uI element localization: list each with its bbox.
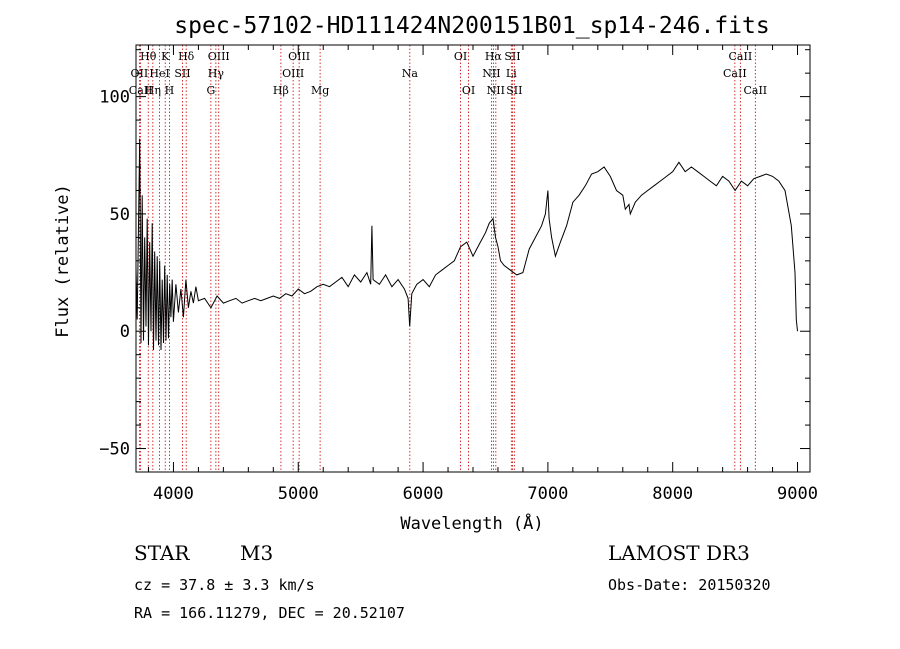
spectral-line-label: CaII [743,84,767,97]
spectral-line-label: OIII [282,67,304,80]
x-axis: 4000 5000 6000 7000 8000 9000 [147,45,818,504]
spectral-line-label: Hη [145,84,161,97]
spectral-line-label: OI [462,84,475,97]
spectral-line-label: OI [454,50,467,63]
x-tick-label: 4000 [153,484,194,504]
spectral-line-label: Na [402,67,419,80]
spectral-line-label: Hδ [178,50,195,63]
spectral-line-label: CaII [723,67,747,80]
spectral-line-label: OIII [288,50,310,63]
spectral-line-markers [138,45,756,472]
y-tick-label: −50 [99,440,130,460]
x-axis-label: Wavelength (Å) [400,512,543,534]
x-tick-label: 6000 [403,484,444,504]
plot-frame [135,44,811,473]
spectral-line-label: Hα [485,50,503,63]
spectral-line-label: SII [174,67,190,80]
coordinates: RA = 166.11279, DEC = 20.52107 [134,604,405,622]
obs-date: Obs-Date: 20150320 [608,576,771,594]
spectral-line-label: Hθ [140,50,157,63]
spectral-line-label: G [206,84,215,97]
x-tick-label: 8000 [652,484,693,504]
object-class: STAR [134,541,190,565]
x-tick-label: 7000 [527,484,568,504]
x-tick-label: 9000 [777,484,818,504]
y-tick-label: 0 [120,322,130,342]
survey-name: LAMOST DR3 [608,541,750,565]
y-axis-label: Flux (relative) [53,184,73,338]
spectral-line-label: H [165,84,175,97]
spectrum-series-line [135,138,798,351]
spectral-line-label: Hβ [273,84,289,97]
subclass: M3 [240,541,273,565]
spectral-line-labels: OIICaIIHθHηHeIKHSIIHδGHγOIIIHβOIIIOIIIMg… [129,50,767,97]
spectral-line-label: NII [482,67,500,80]
spectral-line-label: CaII [729,50,753,63]
y-tick-label: 100 [99,88,130,108]
spectral-line-label: Hγ [208,67,225,80]
y-axis: −50 0 50 100 [99,49,810,473]
y-tick-label: 50 [110,205,130,225]
spectral-line-label: Mg [311,84,329,97]
spectral-line-label: SII [506,84,522,97]
spectral-line-label: OIII [208,50,230,63]
chart-title: spec-57102-HD111424N200151B01_sp14-246.f… [174,13,769,39]
spectral-line-label: CaII [129,84,153,97]
spectral-line-label: K [161,50,170,63]
redshift-text: cz = 37.8 ± 3.3 km/s [134,576,315,594]
spectral-line-label: NII [487,84,505,97]
spectral-line-label: HeI [149,67,169,80]
spectral-line-label: Li [506,67,517,80]
spectral-line-label: SII [504,50,520,63]
x-tick-label: 5000 [278,484,319,504]
